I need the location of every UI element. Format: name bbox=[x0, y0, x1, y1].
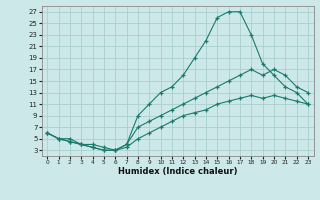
X-axis label: Humidex (Indice chaleur): Humidex (Indice chaleur) bbox=[118, 167, 237, 176]
